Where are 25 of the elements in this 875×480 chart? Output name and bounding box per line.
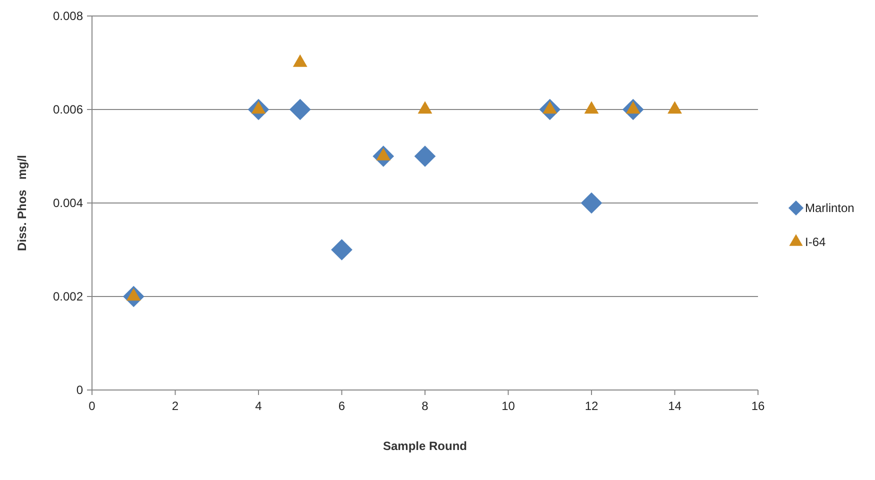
- point: [292, 54, 308, 67]
- x-tick-label: 8: [422, 399, 429, 413]
- x-tick-label: 12: [584, 399, 598, 413]
- x-axis-title: Sample Round: [382, 439, 468, 453]
- y-axis-title: Diss. Phos mg/l: [15, 154, 29, 252]
- x-tick-label: 10: [502, 399, 516, 413]
- legend-label: I-64: [805, 235, 826, 250]
- point: [331, 239, 352, 260]
- y-tick-label: 0.006: [52, 102, 84, 117]
- point: [668, 101, 682, 114]
- x-tick-label: 0: [88, 399, 96, 413]
- x-tick-label: 14: [668, 399, 682, 413]
- y-tick-label: 0: [76, 383, 84, 398]
- x-tick-label: 16: [751, 399, 765, 413]
- point: [584, 101, 599, 114]
- point: [580, 192, 602, 214]
- x-tick-label: 2: [172, 399, 179, 413]
- x-tick-label: 6: [338, 399, 346, 413]
- y-tick-label: 0.008: [52, 9, 84, 24]
- point: [414, 146, 436, 167]
- y-tick-label: 0.002: [52, 290, 84, 304]
- point: [418, 101, 432, 114]
- x-tick-label: 4: [255, 399, 262, 413]
- y-tick-label: 0.004: [52, 196, 84, 210]
- legend-label: Marlinton: [805, 201, 854, 216]
